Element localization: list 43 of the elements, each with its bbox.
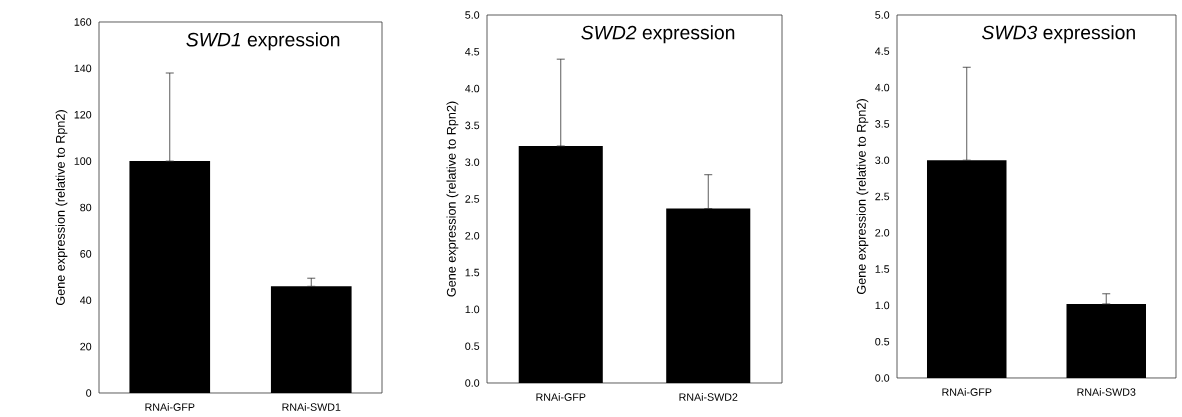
x-tick-label: RNAi-GFP [145,403,195,411]
y-tick-label: 100 [74,157,92,165]
y-tick-label: 4.0 [875,83,890,92]
x-tick-label: RNAi-SWD1 [282,403,341,411]
y-tick-label: 60 [80,250,92,258]
y-tick-label: 0.5 [875,337,890,346]
y-tick-label: 20 [80,342,92,351]
y-tick-label: 3.5 [465,121,480,130]
y-tick-label: 120 [74,110,92,119]
y-tick-label: 5.0 [465,11,480,19]
x-tick-label: RNAi-SWD3 [1077,388,1136,396]
y-tick-label: 3.0 [875,156,890,164]
y-tick-label: 140 [74,64,92,73]
y-tick-label: 4.0 [465,84,480,93]
y-axis-title: Gene expression (relative to Rpn2) [446,101,459,297]
y-tick-label: 1.0 [465,305,480,314]
y-tick-label: 3.5 [875,120,890,128]
y-axis-title: Gene expression (relative to Rpn2) [856,99,869,295]
y-tick-label: 2.0 [875,229,890,237]
y-tick-label: 2.5 [875,192,890,201]
y-tick-label: 0 [86,389,92,397]
y-tick-label: 4.5 [875,47,890,56]
x-tick-label: RNAi-SWD2 [679,393,738,401]
chart-title: SWD1 expression [186,32,340,51]
chart-title: SWD2 expression [581,25,735,44]
y-tick-label: 0.5 [465,342,480,350]
x-tick-label: RNAi-GFP [536,393,586,401]
y-tick-label: 2.0 [465,232,480,240]
x-tick-label: RNAi-GFP [942,388,992,396]
y-tick-label: 4.5 [465,48,480,56]
y-tick-label: 2.5 [465,195,480,203]
y-tick-label: 80 [80,203,92,212]
y-axis-title: Gene expression (relative to Rpn2) [55,110,68,306]
chart-title: SWD3 expression [982,25,1135,44]
y-tick-label: 1.5 [465,268,480,277]
y-tick-label: 40 [80,296,92,305]
y-tick-label: 1.5 [875,265,890,273]
y-tick-label: 3.0 [465,158,480,166]
y-tick-label: 0.0 [875,374,890,382]
y-tick-label: 1.0 [875,301,890,310]
y-tick-label: 0.0 [465,379,480,387]
y-tick-label: 5.0 [875,11,890,19]
y-tick-label: 160 [74,18,92,26]
